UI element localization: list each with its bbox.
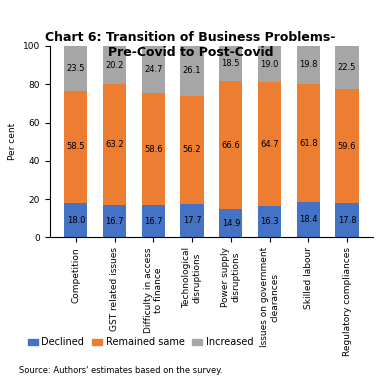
Text: 58.6: 58.6 xyxy=(144,145,163,154)
Text: 20.2: 20.2 xyxy=(106,61,124,70)
Bar xyxy=(297,202,320,237)
Text: 14.9: 14.9 xyxy=(222,219,240,228)
Text: 26.1: 26.1 xyxy=(183,67,201,75)
Bar xyxy=(258,206,281,237)
Legend: Declined, Remained same, Increased: Declined, Remained same, Increased xyxy=(24,334,257,351)
Bar xyxy=(335,203,359,237)
Text: 19.0: 19.0 xyxy=(260,60,279,69)
Bar xyxy=(219,81,242,209)
Text: 58.5: 58.5 xyxy=(67,142,85,151)
Bar xyxy=(181,46,204,96)
Bar xyxy=(64,91,88,203)
Text: 16.7: 16.7 xyxy=(105,217,124,226)
Text: 18.4: 18.4 xyxy=(299,215,317,224)
Text: 56.2: 56.2 xyxy=(183,145,201,154)
Bar xyxy=(219,209,242,237)
Text: Source: Authors' estimates based on the survey.: Source: Authors' estimates based on the … xyxy=(19,367,223,375)
Text: 66.6: 66.6 xyxy=(221,141,240,150)
Bar xyxy=(219,46,242,81)
Bar xyxy=(335,46,359,89)
Y-axis label: Per cent: Per cent xyxy=(8,123,17,160)
Bar xyxy=(181,204,204,237)
Text: 16.7: 16.7 xyxy=(144,217,163,226)
Text: 24.7: 24.7 xyxy=(144,65,163,74)
Bar xyxy=(258,46,281,82)
Text: 16.3: 16.3 xyxy=(260,218,279,226)
Text: 63.2: 63.2 xyxy=(105,141,124,149)
Bar xyxy=(142,46,165,93)
Bar xyxy=(103,205,126,237)
Bar xyxy=(297,84,320,202)
Text: 59.6: 59.6 xyxy=(338,142,356,151)
Bar xyxy=(64,46,88,91)
Bar xyxy=(297,46,320,84)
Text: Chart 6: Transition of Business Problems-
Pre-Covid to Post-Covid: Chart 6: Transition of Business Problems… xyxy=(45,31,336,59)
Text: 18.0: 18.0 xyxy=(67,216,85,225)
Text: 61.8: 61.8 xyxy=(299,139,318,147)
Bar xyxy=(335,89,359,203)
Bar xyxy=(142,93,165,205)
Bar xyxy=(181,96,204,204)
Bar xyxy=(103,85,126,205)
Bar xyxy=(142,205,165,237)
Bar xyxy=(64,203,88,237)
Text: 17.8: 17.8 xyxy=(338,216,356,225)
Text: 22.5: 22.5 xyxy=(338,63,356,72)
Text: 19.8: 19.8 xyxy=(299,61,317,69)
Bar xyxy=(258,82,281,206)
Text: 64.7: 64.7 xyxy=(260,140,279,149)
Text: 23.5: 23.5 xyxy=(67,64,85,73)
Bar xyxy=(103,46,126,85)
Text: 17.7: 17.7 xyxy=(183,216,202,225)
Text: 18.5: 18.5 xyxy=(222,59,240,68)
